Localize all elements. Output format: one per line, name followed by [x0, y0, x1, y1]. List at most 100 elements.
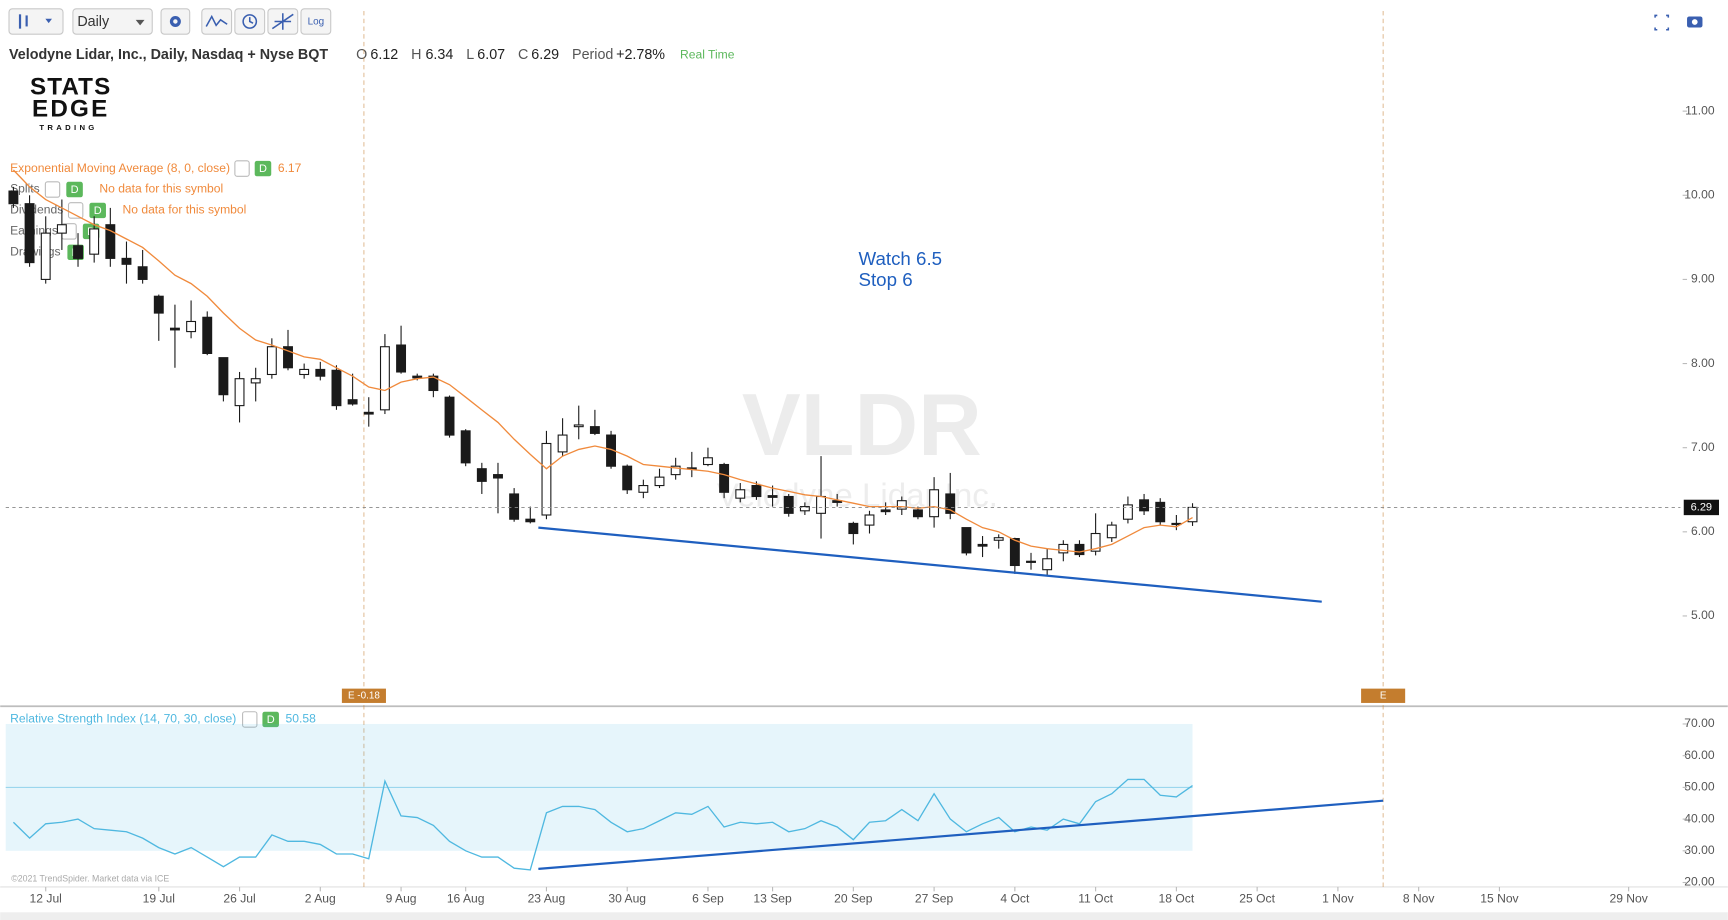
legend-menu[interactable] [242, 711, 258, 728]
icon [248, 17, 254, 24]
logo-text: EDGE [32, 96, 109, 123]
y-tick-label: 5.00 [1691, 608, 1715, 622]
candle-body [509, 493, 520, 520]
candle-body [589, 426, 600, 434]
candle-body [945, 493, 956, 514]
x-tick-label: 23 Aug [528, 891, 566, 905]
overlay-name: Dividends [10, 203, 63, 217]
y-tick-label: 11.00 [1685, 103, 1715, 117]
x-tick-label: 8 Nov [1403, 891, 1436, 905]
candle-body [105, 224, 116, 259]
x-tick-label: 26 Jul [223, 891, 255, 905]
candle-body [816, 495, 826, 514]
period-change: +2.78% [616, 47, 665, 63]
icon [205, 14, 228, 27]
icon [1691, 19, 1698, 25]
y-tick-label: 7.00 [1691, 440, 1715, 454]
interval-dropdown[interactable] [72, 8, 153, 35]
badge [262, 711, 279, 728]
legend-menu[interactable] [44, 181, 61, 198]
log-scale-button[interactable] [300, 8, 332, 35]
candle-body [169, 327, 180, 331]
icon [173, 19, 178, 24]
quote-value: 6.29 [531, 47, 559, 63]
status-strip [0, 912, 1728, 920]
ema-legend: Exponential Moving Average (8, 0, close) [10, 161, 230, 175]
logo: STATS EDGE TRADING [30, 74, 110, 132]
period-label: Period [572, 47, 613, 63]
badge [66, 181, 83, 198]
quote-label: H [411, 47, 421, 63]
y-tick-label: 20.00 [1684, 875, 1715, 889]
candle-body [848, 522, 859, 535]
badge [89, 202, 106, 219]
fullscreen-button[interactable] [1654, 14, 1670, 31]
quote-value: 6.07 [477, 47, 505, 63]
candle-body [1090, 532, 1101, 552]
candle-body [703, 457, 713, 466]
legend-menu[interactable] [67, 202, 84, 219]
candle-body [347, 399, 358, 405]
candle-body [24, 203, 35, 264]
icon [45, 18, 52, 24]
quote-label: C [518, 47, 528, 63]
quote-value: 6.12 [370, 47, 398, 63]
candle-body [444, 396, 455, 436]
x-tick-label: 30 Aug [608, 891, 646, 905]
x-tick-label: 25 Oct [1239, 891, 1275, 905]
indicator-button[interactable] [201, 8, 233, 35]
rsi-value: 50.58 [286, 712, 317, 726]
badge [254, 160, 272, 177]
candle-body [428, 375, 439, 392]
earnings-label: E [1380, 690, 1387, 701]
candle-body [1187, 506, 1198, 523]
candle-body [153, 295, 164, 314]
candle-body [363, 411, 374, 415]
last-price-tag [1683, 499, 1719, 516]
x-tick-label: 1 Nov [1322, 891, 1355, 905]
y-tick-label: 40.00 [1684, 811, 1715, 825]
candle-body [638, 485, 649, 493]
rsi-line [12, 778, 1193, 871]
legend-menu[interactable] [234, 160, 250, 177]
candle-body [250, 378, 261, 384]
candle-body [1009, 538, 1020, 567]
candle-body [89, 228, 100, 255]
candle-body [880, 509, 891, 513]
rsi-legend: Relative Strength Index (14, 70, 30, clo… [10, 711, 317, 728]
log-label: Log [308, 17, 325, 28]
candle-body [186, 320, 197, 333]
candle-body [1026, 560, 1036, 563]
y-tick-label: 30.00 [1684, 843, 1715, 857]
y-tick-label: 6.00 [1691, 524, 1715, 538]
logo-text: TRADING [39, 123, 97, 132]
candle-body [460, 430, 471, 464]
candle-body [234, 378, 245, 407]
candle-body [654, 476, 665, 487]
candle-body [961, 527, 972, 554]
copyright: ©2021 TrendSpider. Market data via ICE [11, 874, 169, 884]
rsi-legend-title: Relative Strength Index (14, 70, 30, clo… [10, 712, 236, 726]
candle-body [73, 245, 83, 259]
candle-body [735, 489, 746, 499]
badge-label: D [267, 714, 275, 726]
y-tick-label: 8.00 [1691, 356, 1715, 370]
y-tick-label: 60.00 [1684, 748, 1715, 762]
earnings-marker [1361, 688, 1406, 703]
quote-value: 6.34 [425, 47, 453, 63]
candle-body [896, 500, 907, 510]
candle-body [929, 489, 940, 518]
candle-body [266, 346, 277, 376]
candle-body [993, 537, 1004, 541]
candle-body [541, 442, 552, 516]
x-tick-label: 12 Jul [30, 891, 62, 905]
candle-body [1155, 501, 1166, 523]
candle-body [493, 474, 503, 479]
ema-value: 6.17 [278, 161, 302, 175]
candle-body [331, 369, 342, 407]
earnings-marker [341, 688, 386, 703]
quote-label: O [356, 47, 367, 63]
chart-type-button[interactable] [8, 8, 64, 35]
candle-body [525, 518, 536, 523]
